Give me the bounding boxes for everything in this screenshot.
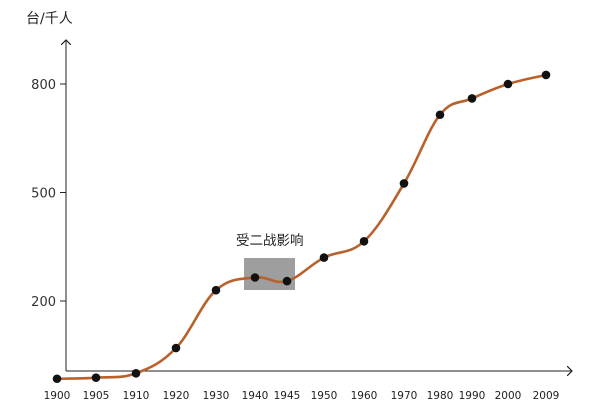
x-tick-label: 1900 — [44, 390, 71, 402]
data-point-1990 — [467, 94, 477, 103]
x-tick-label: 1950 — [311, 390, 338, 402]
data-point-1940 — [250, 273, 260, 282]
y-tick-label: 500 — [31, 187, 56, 202]
trend-line — [55, 73, 548, 381]
x-tick-label: 1920 — [163, 390, 190, 402]
data-point-2000 — [503, 79, 513, 89]
x-tick-label: 1960 — [351, 390, 378, 402]
annotation-label: 受二战影响 — [236, 233, 304, 249]
data-point-1910 — [131, 369, 141, 378]
x-tick-label: 1980 — [427, 390, 454, 402]
y-tick-label: 800 — [31, 78, 56, 93]
data-point-1920 — [171, 343, 181, 353]
x-tick-label: 2009 — [533, 390, 560, 402]
x-tick-label: 1910 — [123, 390, 150, 402]
data-point-1900 — [52, 374, 62, 384]
x-tick-label: 1945 — [274, 390, 301, 402]
data-point-1960 — [359, 237, 369, 246]
x-tick-label: 1930 — [203, 390, 230, 402]
data-point-1980 — [435, 110, 445, 120]
data-point-2009 — [541, 70, 551, 80]
data-point-1945 — [282, 276, 292, 286]
data-point-1905 — [91, 373, 101, 382]
x-tick-label: 1940 — [242, 390, 269, 402]
data-point-1970 — [399, 179, 409, 188]
data-point-1950 — [319, 253, 329, 262]
x-tick-label: 1905 — [83, 390, 110, 402]
data-point-1930 — [211, 285, 221, 295]
x-tick-label: 1970 — [391, 390, 418, 402]
x-tick-label: 2000 — [495, 390, 522, 402]
y-tick-label: 200 — [31, 295, 56, 310]
x-tick-label: 1990 — [459, 390, 486, 402]
y-unit-label: 台/千人 — [26, 11, 73, 27]
